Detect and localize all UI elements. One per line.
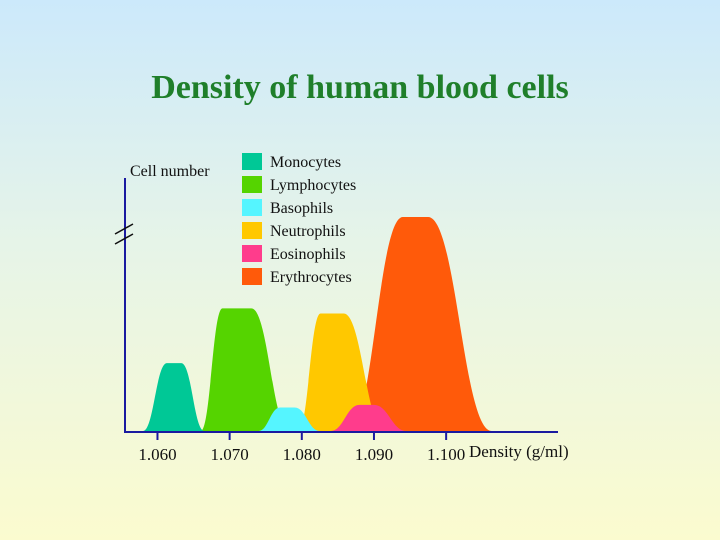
y-axis-label: Cell number [130,163,210,180]
distribution-erythrocytes [348,216,492,431]
x-tick-label: 1.080 [283,445,321,464]
legend-swatch-erythrocytes [242,268,262,285]
axis-break-mark [114,233,134,245]
legend-swatch-eosinophils [242,245,262,262]
legend-label-monocytes: Monocytes [270,154,341,171]
plot-area [143,216,492,431]
legend-label-basophils: Basophils [270,200,333,217]
legend-label-erythrocytes: Erythrocytes [270,269,352,286]
legend-label-lymphocytes: Lymphocytes [270,177,356,194]
chart-title: Density of human blood cells [151,69,569,106]
legend-label-eosinophils: Eosinophils [270,246,346,263]
legend-swatch-neutrophils [242,222,262,239]
legend-swatch-basophils [242,199,262,216]
distribution-lymphocytes [200,308,290,431]
distribution-basophils [258,407,320,431]
legend: Monocytes Lymphocytes Basophils Neutrophils… [242,153,356,286]
distribution-neutrophils [298,313,385,431]
x-ticks: 1.060 1.070 1.080 1.090 1.100 [138,431,465,464]
legend-swatch-monocytes [242,153,262,170]
distribution-eosinophils [330,404,407,431]
x-axis-label: Density (g/ml) [469,442,569,461]
x-tick-label: 1.100 [427,445,465,464]
x-tick-label: 1.090 [355,445,393,464]
axis-break-mark [114,223,134,235]
legend-swatch-lymphocytes [242,176,262,193]
x-tick-label: 1.070 [211,445,249,464]
axes [114,178,558,433]
distribution-monocytes [143,363,205,431]
x-tick-label: 1.060 [138,445,176,464]
legend-label-neutrophils: Neutrophils [270,223,346,240]
